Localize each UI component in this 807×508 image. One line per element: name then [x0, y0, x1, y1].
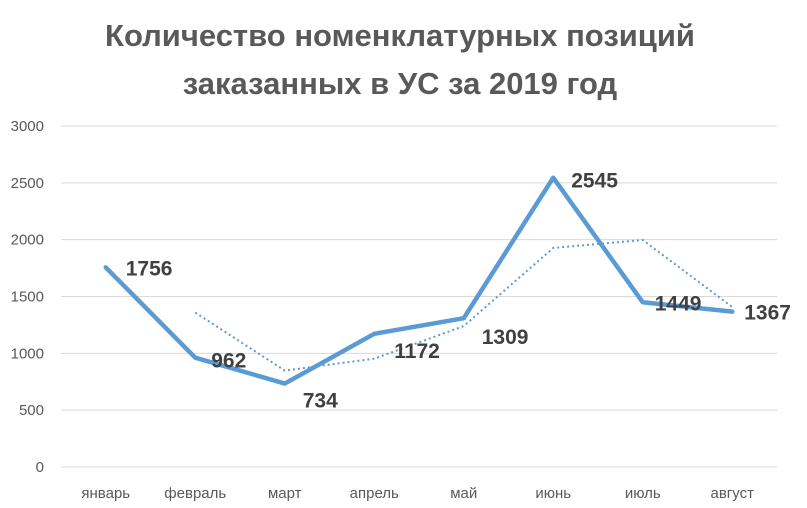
y-tick-label: 0 — [36, 459, 44, 476]
chart-title: Количество номенклатурных позиций заказа… — [0, 12, 800, 108]
x-tick-label: май — [450, 485, 477, 502]
y-tick-label: 3000 — [11, 118, 44, 135]
trendline — [194, 238, 733, 372]
x-tick-label: июль — [625, 485, 661, 502]
data-label: 1367 — [744, 302, 791, 325]
data-labels: 1756 962 734 1172 1309 2545 1449 1367 — [126, 170, 791, 413]
y-tick-label: 2000 — [11, 232, 44, 249]
data-label: 962 — [211, 350, 246, 373]
data-label: 1756 — [126, 257, 173, 280]
x-axis-tick-labels: январь февраль март апрель май июнь июль август — [81, 485, 754, 502]
x-tick-label: июнь — [535, 485, 571, 502]
chart-title-line-2: заказанных в УС за 2019 год — [182, 66, 618, 101]
series-lines — [103, 175, 735, 386]
x-tick-label: август — [711, 485, 755, 502]
y-tick-label: 500 — [19, 402, 44, 419]
data-label: 1309 — [482, 326, 529, 349]
x-tick-label: февраль — [164, 485, 226, 502]
data-label: 2545 — [571, 170, 618, 193]
chart-title-line-1: Количество номенклатурных позиций — [105, 18, 695, 53]
x-tick-label: январь — [81, 485, 130, 502]
x-tick-label: март — [268, 485, 302, 502]
gridlines — [61, 125, 777, 468]
y-tick-label: 1000 — [11, 345, 44, 362]
y-tick-label: 2500 — [11, 175, 44, 192]
y-tick-label: 1500 — [11, 289, 44, 306]
x-tick-label: апрель — [350, 485, 399, 502]
data-label: 734 — [303, 390, 338, 413]
data-label: 1449 — [655, 292, 702, 315]
y-axis-tick-labels: 0 500 1000 1500 2000 2500 3000 — [11, 118, 44, 476]
data-label: 1172 — [394, 340, 440, 363]
series-line — [103, 175, 735, 386]
